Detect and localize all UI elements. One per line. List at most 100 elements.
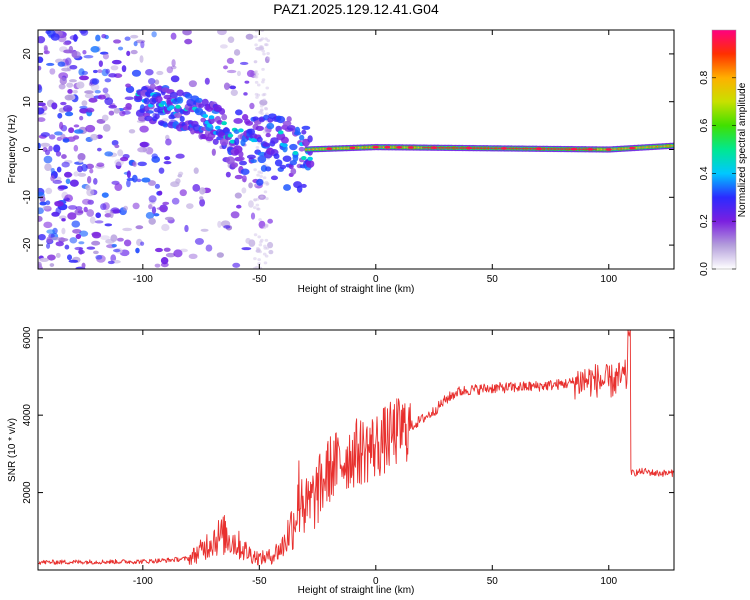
heatmap-blob bbox=[264, 254, 269, 258]
heatmap-blob bbox=[126, 179, 131, 188]
heatmap-blob bbox=[256, 136, 263, 143]
heatmap-blob bbox=[79, 105, 88, 109]
heatmap-blob bbox=[223, 225, 231, 229]
heatmap-blob bbox=[205, 244, 213, 252]
heatmap-blob bbox=[199, 198, 206, 207]
heatmap-blob bbox=[145, 212, 155, 219]
heatmap-blob bbox=[274, 159, 283, 167]
heatmap-blob bbox=[113, 108, 121, 114]
heatmap-blob bbox=[286, 125, 296, 131]
heatmap-blob bbox=[184, 38, 193, 45]
heatmap-blob bbox=[90, 83, 100, 91]
heatmap-blob bbox=[255, 72, 259, 76]
heatmap-blob bbox=[84, 90, 94, 94]
heatmap-blob bbox=[81, 100, 88, 107]
heatmap-blob bbox=[124, 36, 131, 41]
heatmap-blob bbox=[162, 201, 170, 205]
heatmap-blob bbox=[255, 95, 259, 99]
heatmap-blob bbox=[39, 201, 47, 206]
heatmap-blob bbox=[68, 205, 78, 210]
colorbar-frame bbox=[711, 29, 737, 270]
heatmap-blob bbox=[113, 248, 121, 253]
heatmap-blob bbox=[133, 94, 143, 101]
heatmap-blob bbox=[221, 121, 227, 126]
heatmap-blob bbox=[257, 38, 262, 42]
heatmap-blob bbox=[108, 110, 115, 116]
heatmap-blob bbox=[84, 93, 94, 99]
heatmap-blob bbox=[93, 250, 99, 255]
heatmap-blob bbox=[43, 155, 53, 164]
heatmap-blob bbox=[253, 198, 257, 202]
heatmap-blob bbox=[276, 115, 286, 124]
heatmap-blob bbox=[123, 205, 128, 211]
heatmap-blob bbox=[65, 57, 72, 66]
heatmap-blob bbox=[173, 112, 183, 118]
heatmap-blob bbox=[93, 69, 98, 74]
heatmap-blob bbox=[199, 187, 206, 195]
heatmap-blob bbox=[163, 247, 171, 252]
heatmap-blob bbox=[244, 118, 251, 125]
snr-y-axis-label: SNR (10 * v/v) bbox=[7, 418, 18, 482]
heatmap-blob bbox=[51, 211, 60, 217]
heatmap-blob bbox=[81, 163, 88, 172]
heatmap-blob bbox=[72, 89, 78, 94]
heatmap-blob bbox=[141, 177, 151, 183]
heatmap-blob bbox=[104, 97, 114, 106]
heatmap-blob bbox=[254, 92, 259, 96]
heatmap-blob bbox=[74, 246, 84, 251]
heatmap-blob bbox=[179, 189, 187, 197]
x-tick-label: 50 bbox=[487, 576, 499, 587]
y-tick-label: 2000 bbox=[22, 481, 33, 504]
heatmap-blob bbox=[97, 69, 103, 74]
snr-frame bbox=[37, 329, 675, 571]
heatmap-blob bbox=[262, 252, 267, 256]
heatmap-blob bbox=[242, 175, 247, 183]
heatmap-blob bbox=[258, 218, 262, 222]
heatmap-blob bbox=[230, 89, 238, 96]
heatmap-blob bbox=[160, 100, 167, 105]
heatmap-blob bbox=[66, 82, 74, 88]
heatmap-blob bbox=[263, 190, 268, 194]
snr-x-axis-label: Height of straight line (km) bbox=[298, 585, 415, 596]
heatmap-blob bbox=[47, 254, 56, 261]
x-tick-label: 100 bbox=[600, 576, 617, 587]
heatmap-blob bbox=[111, 243, 117, 248]
heatmap-blob bbox=[86, 188, 95, 197]
heatmap-blob bbox=[45, 200, 51, 206]
heatmap-peak bbox=[326, 147, 333, 151]
heatmap-blob bbox=[301, 156, 307, 161]
heatmap-blob bbox=[158, 167, 165, 174]
heatmap-blob bbox=[239, 61, 249, 66]
heatmap-peak bbox=[372, 145, 379, 149]
heatmap-blob bbox=[73, 124, 80, 128]
heatmap-blob bbox=[259, 195, 264, 199]
heatmap-blob bbox=[194, 237, 204, 245]
heatmap-blob bbox=[176, 89, 184, 97]
heatmap-blob bbox=[54, 200, 64, 207]
heatmap-blob bbox=[170, 75, 180, 83]
heatmap-blob bbox=[49, 263, 55, 267]
heatmap-blob bbox=[171, 197, 180, 205]
heatmap-blob bbox=[254, 70, 258, 74]
spectrogram-y-axis-label: Frequency (Hz) bbox=[7, 115, 18, 184]
heatmap-blob bbox=[38, 56, 44, 64]
heatmap-blob bbox=[91, 232, 102, 239]
heatmap-blob bbox=[51, 102, 58, 110]
heatmap-blob bbox=[81, 70, 89, 76]
chart-title: PAZ1.2025.129.12.41.G04 bbox=[273, 1, 439, 17]
heatmap-blob bbox=[154, 113, 160, 120]
heatmap-blob bbox=[154, 263, 161, 268]
heatmap-blob bbox=[151, 206, 157, 215]
heatmap-blob bbox=[57, 112, 63, 119]
heatmap-blob bbox=[286, 116, 292, 123]
heatmap-blob bbox=[68, 79, 77, 83]
heatmap-blob bbox=[40, 142, 51, 148]
heatmap-blob bbox=[260, 37, 265, 41]
heatmap-blob bbox=[255, 125, 264, 132]
heatmap-blob bbox=[91, 240, 101, 246]
heatmap-blob bbox=[227, 36, 235, 43]
heatmap-blob bbox=[62, 105, 73, 113]
heatmap-blob bbox=[97, 147, 102, 152]
heatmap-blob bbox=[102, 124, 111, 132]
heatmap-blob bbox=[268, 249, 274, 255]
